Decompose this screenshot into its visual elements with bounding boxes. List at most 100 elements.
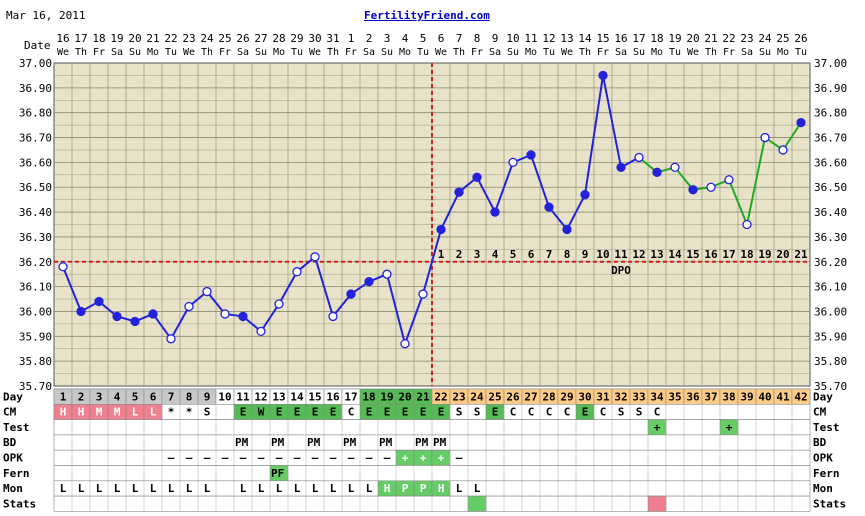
temperature-point [454,187,464,197]
cell-text-day: 41 [776,390,790,403]
temperature-point [472,172,482,182]
temperature-point [310,252,320,262]
cell-text-day: 28 [542,390,555,403]
weekday-label: We [435,47,447,58]
cell-text-mon: L [150,482,157,495]
date-label: 1 [348,32,355,45]
weekday-label: Sa [237,47,249,58]
temperature-segment [278,271,298,305]
y-tick-label-left: 35.70 [19,380,52,393]
cell-text-cm: C [528,406,535,419]
cell-text-mon: L [204,482,211,495]
weekday-label: Mo [399,47,411,58]
cell-text-bd: PM [379,436,393,449]
cell-text-day: 12 [254,390,267,403]
date-label: 25 [218,32,231,45]
cell-text-mon: L [258,482,265,495]
y-tick-label-left: 37.00 [19,57,52,70]
y-tick-label-left: 36.80 [19,107,52,120]
cell-text-cm: H [78,406,85,419]
dpo-label: 21 [794,248,808,261]
cell-text-cm: E [240,406,247,419]
temperature-point [778,145,788,155]
cell-text-mon: L [456,482,463,495]
temperature-point [418,289,428,299]
cell-text-day: 36 [686,390,700,403]
y-tick-label-right: 36.40 [814,206,847,219]
cell-text-day: 13 [272,390,285,403]
temperature-segment [782,122,802,151]
weekday-label: Tu [417,47,429,58]
dpo-label: 6 [528,248,535,261]
cell-text-day: 1 [60,390,67,403]
cell-text-day: 14 [290,390,304,403]
date-label: 20 [686,32,699,45]
cell-text-day: 20 [398,390,411,403]
y-tick-label-left: 36.10 [19,281,52,294]
date-label: 27 [254,32,267,45]
cell-text-mon: L [168,482,175,495]
cell-text-day: 4 [114,390,121,403]
cell-text-fern: PF [271,467,284,480]
dpo-label: 10 [596,248,609,261]
temperature-point [94,296,104,307]
cell-text-mon: L [366,482,373,495]
weekday-label: Mo [777,47,789,58]
weekday-label: Th [453,47,465,58]
y-tick-label-right: 36.90 [814,82,847,95]
weekday-label: Tu [291,47,303,58]
temperature-segment [62,266,82,312]
cell-text-cm: E [312,406,319,419]
cell-text-day: 38 [722,390,735,403]
dpo-label: 15 [686,248,699,261]
cell-text-opk: – [294,452,301,465]
dpo-label: 2 [456,248,463,261]
row-label-opk: OPK [3,452,23,465]
weekday-label: Sa [741,47,753,58]
temperature-segment [440,191,460,230]
cell-text-day: 29 [560,390,573,403]
date-label: 18 [650,32,663,45]
weekday-label: Fr [219,47,231,58]
cell-text-bd: PM [415,436,429,449]
y-tick-label-right: 35.80 [814,355,847,368]
temperature-point [598,70,608,81]
temperature-segment [152,313,172,340]
cell-text-day: 21 [416,390,430,403]
y-tick-label-left: 35.90 [19,330,52,343]
cell-text-cm: E [276,406,283,419]
date-label: 21 [146,32,159,45]
cell-text-test: + [654,421,661,434]
temperature-point [652,167,662,177]
cell-text-opk: – [456,452,463,465]
date-label: 18 [92,32,105,45]
cell-text-opk: – [186,452,193,465]
temperature-point [760,132,770,143]
temperature-point [238,311,248,322]
weekday-label: Tu [165,47,177,58]
dpo-label: 12 [632,248,645,261]
temperature-point [364,276,374,287]
cell-text-day: 6 [150,390,157,403]
cell-text-bd: PM [343,436,357,449]
dpo-label: 13 [650,248,663,261]
date-label: 15 [596,32,609,45]
temperature-point [382,269,392,279]
date-label: 25 [776,32,789,45]
weekday-label: Su [129,47,141,58]
temperature-segment [584,75,604,195]
temperature-point [436,224,446,235]
site-link[interactable]: FertilityFriend.com [364,9,490,22]
date-label: 31 [326,32,339,45]
weekday-label: Tu [669,47,681,58]
temperature-point [742,219,752,230]
weekday-label: We [687,47,699,58]
cell-text-mon: L [294,482,301,495]
cell-text-cm: E [384,406,391,419]
dpo-label: 17 [722,248,735,261]
cell-text-day: 42 [794,390,807,403]
cell-text-day: 39 [740,390,753,403]
y-tick-label-left: 36.30 [19,231,52,244]
date-label: 28 [272,32,285,45]
cell-text-opk: – [222,452,229,465]
